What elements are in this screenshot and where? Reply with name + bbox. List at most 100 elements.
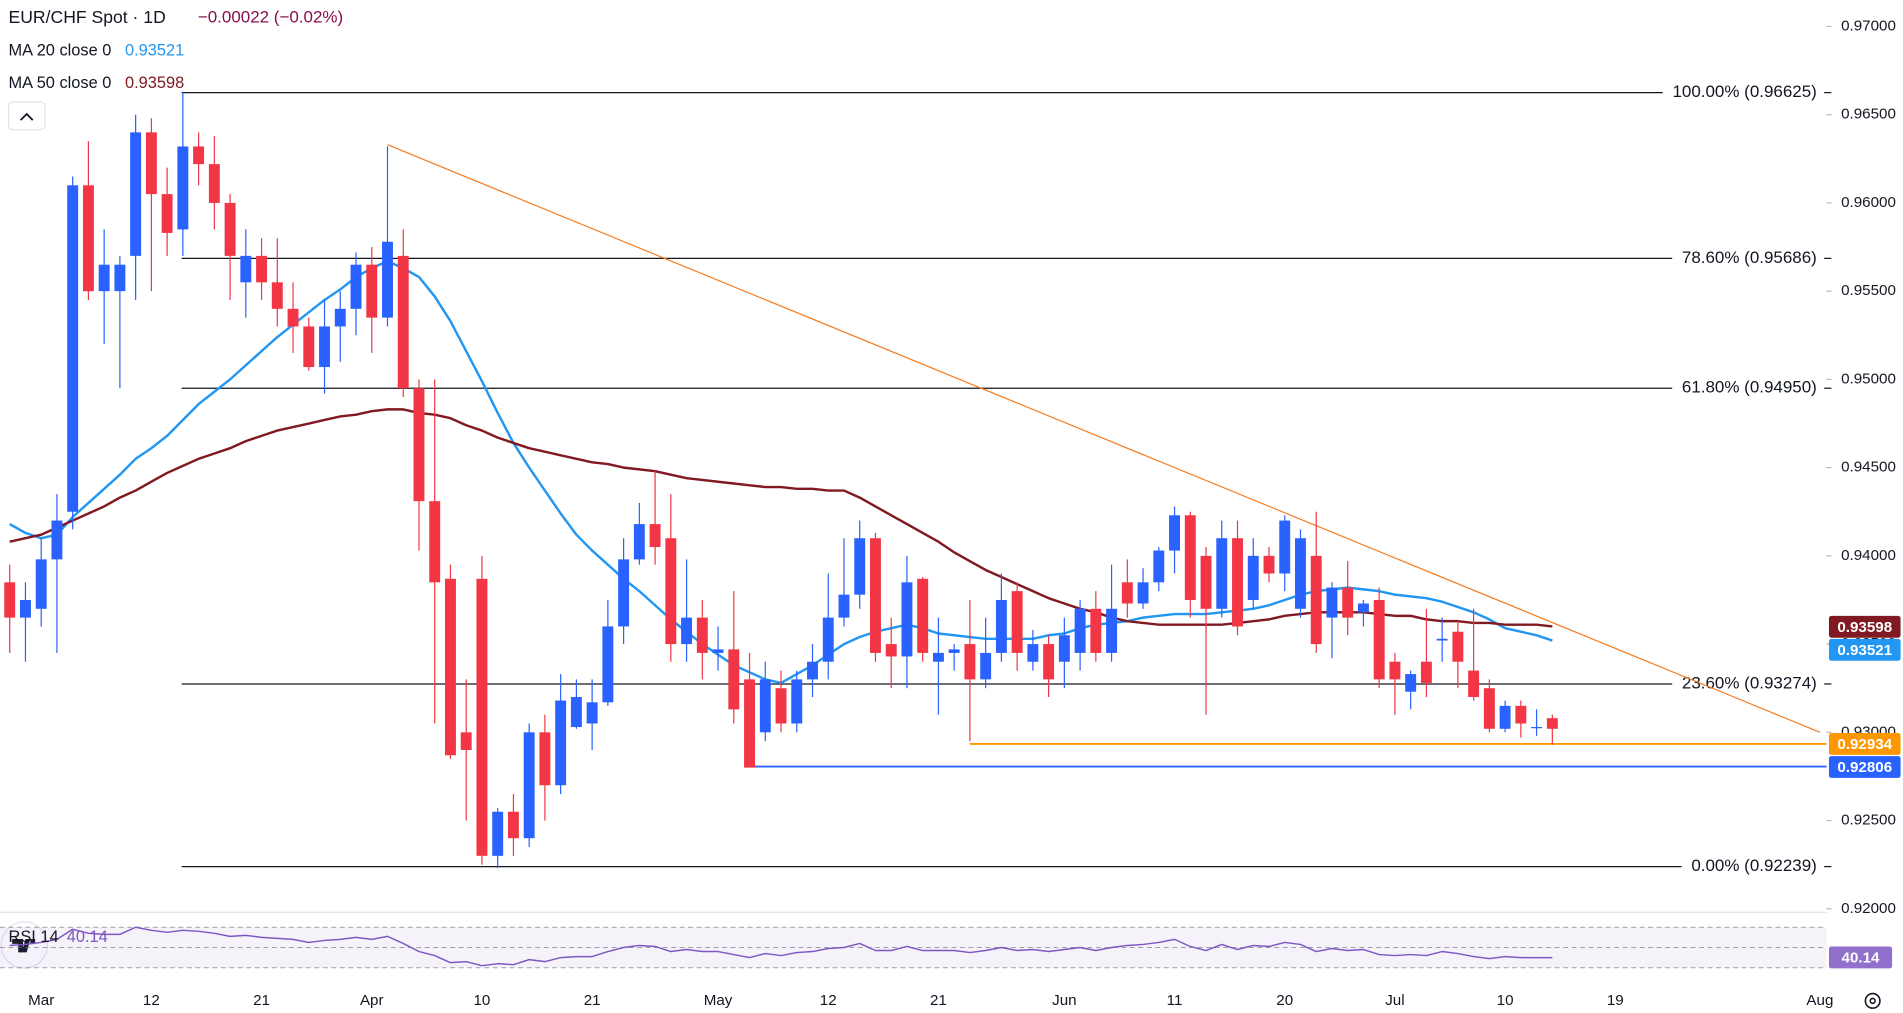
y-tick-label: 0.96000 (1841, 194, 1896, 211)
candle-body (1499, 705, 1511, 729)
candle-body (885, 644, 897, 657)
candle-body (1153, 550, 1165, 583)
candle-body (366, 264, 378, 318)
candle-body (1247, 555, 1259, 600)
candle-body (696, 617, 708, 653)
candle-body (1295, 538, 1306, 609)
candle-body (1546, 718, 1558, 729)
y-tick-label: 0.96500 (1841, 106, 1896, 123)
x-tick-label: 19 (1607, 992, 1624, 1009)
ma-price-label: 0.93521 (1837, 642, 1892, 659)
candle-body (1436, 638, 1448, 641)
candle-body (1373, 599, 1385, 680)
candle-body (303, 326, 315, 368)
candle-body (256, 255, 268, 283)
legend-value: 0.93521 (125, 41, 184, 59)
chart-title: EUR/CHF Spot · 1D (8, 7, 165, 27)
candle-body (1216, 538, 1228, 609)
price-change: −0.00022 (−0.02%) (198, 8, 343, 27)
level-price-label: 0.92934 (1837, 736, 1892, 753)
fib-label: 0.00% (0.92239) (1691, 856, 1816, 875)
candle-body (791, 679, 803, 724)
y-tick-label: 0.95000 (1841, 370, 1896, 387)
candle-body (82, 185, 94, 292)
candle-body (397, 255, 409, 389)
fib-label: 61.80% (0.94950) (1682, 378, 1817, 397)
candle-body (1310, 555, 1322, 645)
candle-body (570, 697, 582, 728)
collapse-button[interactable] (7, 101, 46, 131)
candle-body (1531, 727, 1543, 729)
candle-body (602, 626, 614, 703)
x-tick-label: Aug (1806, 992, 1833, 1009)
rsi-price-box (1828, 946, 1893, 969)
candle-body (807, 661, 818, 680)
candle-body (1121, 582, 1133, 604)
settings-icon[interactable] (1864, 992, 1881, 1009)
candle-body (476, 578, 488, 856)
candle-body (932, 652, 944, 662)
candle-body (114, 264, 126, 292)
candle-body (1468, 670, 1480, 698)
rsi-price-label: 40.14 (1842, 950, 1881, 967)
trendline (387, 144, 1821, 733)
collapse-icon[interactable] (19, 112, 34, 121)
candle-body (429, 501, 441, 583)
candle-body (1027, 644, 1039, 662)
candle-body (744, 679, 755, 768)
x-tick-label: 21 (930, 992, 947, 1009)
x-tick-label: Jun (1052, 992, 1076, 1009)
candle-body (382, 241, 393, 318)
candle-body (507, 811, 519, 839)
candle-body (1420, 661, 1432, 683)
fib-label: 78.60% (0.95686) (1682, 248, 1817, 267)
candle-body (838, 594, 850, 618)
y-tick-label: 0.92000 (1841, 900, 1896, 917)
candle-body (1342, 587, 1354, 618)
moving-average-line (9, 408, 1553, 628)
candle-body (1106, 608, 1118, 653)
candle-body (1184, 515, 1196, 600)
candle-body (208, 164, 220, 203)
candle-body (1137, 582, 1149, 604)
settings-icon-center[interactable] (1869, 997, 1876, 1005)
candle-body (319, 326, 330, 368)
candle-body (1279, 520, 1291, 574)
ma-price-label-box (1828, 638, 1901, 661)
candle-body (1011, 591, 1023, 653)
candle-body (901, 582, 913, 657)
candle-body (334, 308, 346, 327)
candle-body (350, 264, 362, 309)
candle-body (555, 700, 567, 786)
x-tick-label: 12 (143, 992, 160, 1009)
rsi-value: 40.14 (67, 928, 108, 946)
x-tick-label: Mar (28, 992, 54, 1009)
x-tick-label: 12 (820, 992, 837, 1009)
level-price-label-box (1828, 733, 1901, 755)
fib-label: 23.60% (0.93274) (1682, 673, 1817, 692)
x-tick-label: 11 (1167, 992, 1183, 1009)
legend-value: 0.93598 (125, 74, 184, 92)
candle-body (586, 702, 598, 724)
candle-body (539, 732, 551, 786)
candle-body (948, 649, 960, 653)
rsi-name: RSI 14 (8, 928, 58, 946)
candle-body (712, 649, 724, 653)
y-tick-label: 0.97000 (1841, 17, 1896, 34)
x-tick-label: 20 (1276, 992, 1293, 1009)
candle-body (444, 578, 456, 756)
candle-body (633, 524, 645, 560)
x-tick-label: Apr (360, 992, 384, 1009)
candle-body (1043, 644, 1055, 680)
candle-body (1200, 555, 1212, 609)
settings-button[interactable] (1864, 992, 1881, 1009)
candle-body (822, 617, 834, 662)
y-tick-label: 0.92500 (1841, 812, 1896, 829)
collapse-button-frame[interactable] (7, 101, 46, 131)
x-tick-label: 21 (584, 992, 601, 1009)
candle-body (287, 308, 299, 327)
x-tick-label: 21 (253, 992, 270, 1009)
candle-body (98, 264, 110, 292)
